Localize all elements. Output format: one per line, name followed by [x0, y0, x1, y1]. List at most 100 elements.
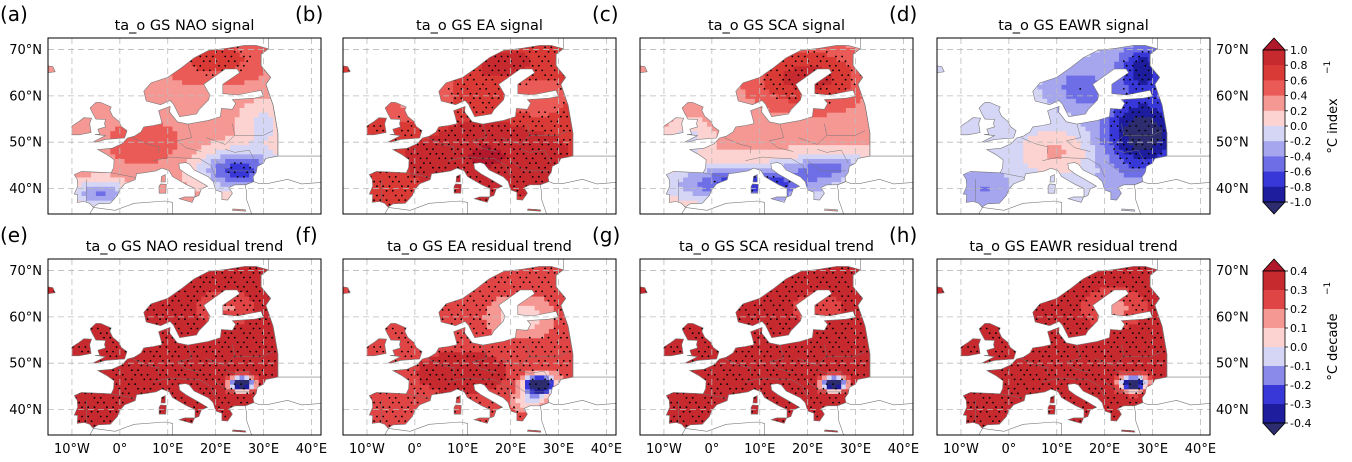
lon-label: 0°: [407, 442, 422, 457]
lon-label: 10°W: [349, 442, 385, 457]
colorbar-segment: [1263, 156, 1285, 172]
lon-label: 0°: [1001, 442, 1016, 457]
colorbar-label-exponent: −1: [1323, 61, 1333, 74]
colorbar-segment: [1263, 187, 1285, 203]
lon-label: 10°E: [152, 442, 183, 457]
colorbar-segment: [1263, 80, 1285, 96]
lon-label: 10°E: [744, 442, 775, 457]
colorbar-extend-bottom: [1263, 423, 1285, 435]
panel-title: ta_o GS EAWR residual trend: [969, 239, 1177, 255]
colorbar-tick-label: 0.2: [1290, 105, 1308, 118]
colorbar-segment: [1263, 96, 1285, 112]
lat-label: 70°N: [9, 264, 42, 279]
colorbar-tick-label: 0.8: [1290, 59, 1308, 72]
panel-title: ta_o GS EAWR signal: [998, 18, 1149, 34]
colorbar-segment: [1263, 404, 1285, 423]
colorbar-tick-label: -0.4: [1290, 150, 1311, 163]
colorbar-tick-label: -0.8: [1290, 181, 1311, 194]
panel-letter: (a): [0, 2, 28, 26]
colorbar-tick-label: -0.2: [1290, 379, 1311, 392]
lon-label: 0°: [112, 442, 127, 457]
lon-label: 10°E: [447, 442, 478, 457]
colorbar-tick-label: 0.0: [1290, 120, 1308, 133]
colorbar-tick-label: -0.1: [1290, 360, 1311, 373]
colorbar-tick-label: 0.4: [1290, 90, 1308, 103]
lat-label: 70°N: [1216, 264, 1249, 279]
colorbar-tick-label: -0.2: [1290, 135, 1311, 148]
colorbar-segment: [1263, 309, 1285, 328]
lon-label: 40°E: [591, 442, 622, 457]
map-panel-e: (e)ta_o GS NAO residual trend70°N60°N50°…: [0, 223, 327, 457]
map-panel-f: (f) ta_o GS EA residual trend 10°W 0° 10°E 20…: [295, 223, 622, 457]
lon-label: 10°E: [1041, 442, 1072, 457]
colorbar-trend: 0.40.30.20.10.0-0.1-0.2-0.3-0.4°C decade…: [1263, 259, 1341, 435]
colorbar-segment: [1263, 172, 1285, 188]
map-panel-h: (h) ta_o GS EAWR residual trend 70°N 60°N 50…: [889, 223, 1249, 457]
colorbar-tick-label: 0.2: [1290, 303, 1308, 316]
lon-label: 20°E: [495, 442, 526, 457]
lon-label: 30°E: [1137, 442, 1168, 457]
map-panel-a: (a) ta_o GS NAO signal 70°N 60°N 50°N 40°N: [0, 2, 322, 215]
lon-label: 20°E: [200, 442, 231, 457]
colorbar-label-text: °C decade: [1326, 313, 1341, 380]
colorbar-tick-label: 0.3: [1290, 284, 1308, 297]
map-panel-b: (b) ta_o GS EA signal: [295, 2, 617, 215]
colorbar-tick-label: -0.3: [1290, 398, 1311, 411]
lon-label: 40°E: [1185, 442, 1216, 457]
colorbar-tick-label: 0.4: [1290, 265, 1308, 278]
lat-label: 70°N: [1216, 43, 1249, 58]
lon-label: 20°E: [1089, 442, 1120, 457]
lon-label: 10°W: [54, 442, 90, 457]
colorbar-tick-label: 0.1: [1290, 322, 1308, 335]
lat-label: 60°N: [1216, 89, 1249, 104]
panel-letter: (h): [889, 223, 917, 247]
colorbar-tick-label: -0.6: [1290, 166, 1311, 179]
colorbar-segment: [1263, 385, 1285, 404]
lat-label: 40°N: [9, 182, 42, 197]
colorbar-segment: [1263, 271, 1285, 290]
colorbar-segment: [1263, 111, 1285, 127]
colorbar-segment: [1263, 328, 1285, 347]
lon-label: 10°W: [646, 442, 682, 457]
lat-label: 50°N: [9, 136, 42, 151]
colorbar-segment: [1263, 50, 1285, 66]
panel-title: ta_o GS EA signal: [416, 18, 543, 34]
lat-label: 60°N: [9, 89, 42, 104]
lon-label: 30°E: [840, 442, 871, 457]
panel-title: ta_o GS SCA residual trend: [679, 239, 874, 255]
colorbar-signal: 1.00.80.60.40.20.0-0.2-0.4-0.6-0.8-1.0°C…: [1263, 38, 1341, 214]
lat-label: 40°N: [1216, 182, 1249, 197]
panel-letter: (b): [295, 2, 323, 26]
colorbar-segment: [1263, 290, 1285, 309]
panel-title: ta_o GS NAO residual trend: [86, 239, 284, 255]
panel-title: ta_o GS NAO signal: [115, 18, 255, 34]
panel-title: ta_o GS SCA signal: [708, 18, 845, 34]
colorbar-segment: [1263, 126, 1285, 142]
lon-label: 30°E: [543, 442, 574, 457]
lat-label: 50°N: [1216, 136, 1249, 151]
colorbar-segment: [1263, 347, 1285, 366]
colorbar-segment: [1263, 141, 1285, 157]
lon-label: 30°E: [248, 442, 279, 457]
lon-label: 10°W: [943, 442, 979, 457]
lon-label: 0°: [704, 442, 719, 457]
colorbar-extend-bottom: [1263, 202, 1285, 214]
map-panel-g: (g) ta_o GS SCA residual trend 10°W 0° 10°E 2…: [592, 223, 919, 457]
lat-label: 40°N: [9, 403, 42, 418]
lat-label: 60°N: [1216, 310, 1249, 325]
panel-letter: (g): [592, 223, 620, 247]
panel-title: ta_o GS EA residual trend: [387, 239, 572, 255]
lat-label: 50°N: [1216, 357, 1249, 372]
colorbar-tick-label: 0.0: [1290, 341, 1308, 354]
lat-label: 40°N: [1216, 403, 1249, 418]
colorbar-tick-label: 1.0: [1290, 44, 1308, 57]
panel-letter: (f): [295, 223, 318, 247]
lon-label: 20°E: [792, 442, 823, 457]
colorbar-label-exponent: −1: [1323, 282, 1333, 295]
lat-label: 70°N: [9, 43, 42, 58]
map-panel-c: (c)ta_o GS SCA signal: [592, 2, 914, 215]
lon-label: 40°E: [888, 442, 919, 457]
